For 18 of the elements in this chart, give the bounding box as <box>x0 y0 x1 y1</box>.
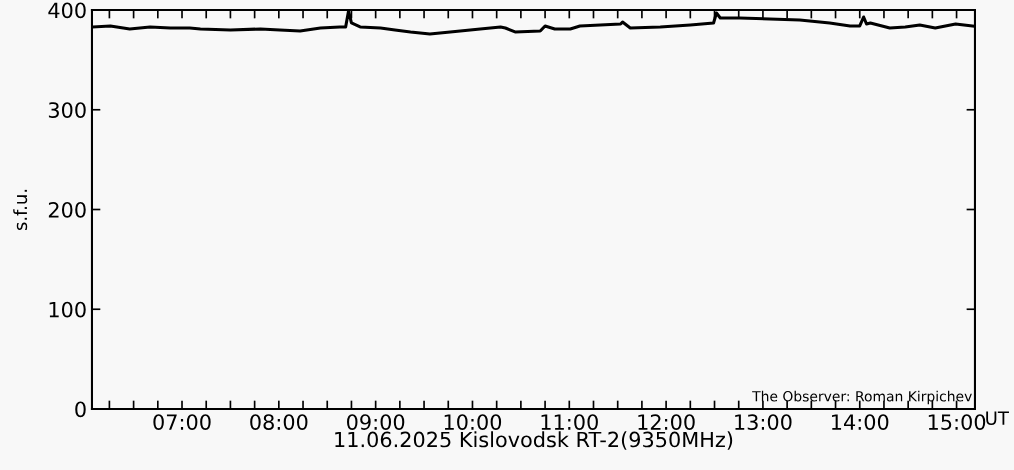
x-tick-label: 08:00 <box>250 414 308 430</box>
x-tick-label: 11:00 <box>541 414 598 430</box>
x-tick-label: 12:00 <box>638 414 695 430</box>
y-axis-title: s.f.u. <box>13 189 28 231</box>
y-tick-label: 300 <box>48 102 86 118</box>
x-tick-label: 10:00 <box>444 414 502 430</box>
y-tick-label: 100 <box>49 301 86 318</box>
y-tick-label: 400 <box>48 2 86 19</box>
annotation: The Observer: Roman Kirpichev <box>752 390 972 405</box>
x-tick-label: 07:00 <box>153 414 211 430</box>
y-tick-label: 200 <box>48 201 86 218</box>
x-axis-title: 11.06.2025 Kislovodsk RT-2(9350MHz) <box>335 431 733 450</box>
x-tick-label: 14:00 <box>832 414 889 430</box>
x-tick-label: 13:00 <box>735 414 792 430</box>
x-tick-label: 09:00 <box>347 414 405 430</box>
text: UT <box>986 411 1009 425</box>
y-tick-label: 0 <box>75 401 86 418</box>
x-tick-label: 15:00 <box>928 414 986 430</box>
